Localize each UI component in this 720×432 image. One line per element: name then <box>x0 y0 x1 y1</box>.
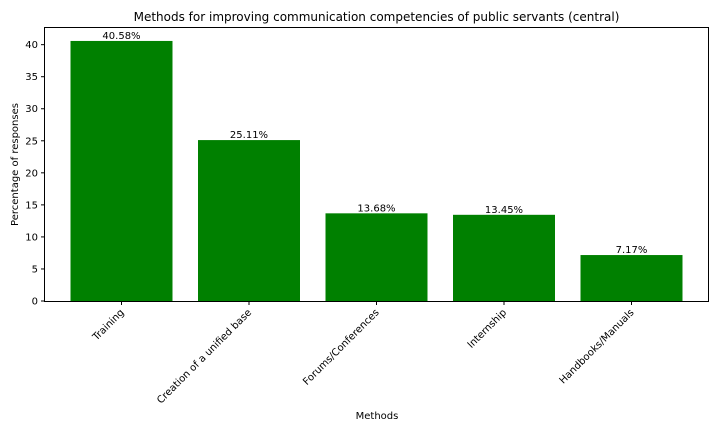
bar <box>580 255 683 301</box>
x-tick-label: Training <box>90 307 126 343</box>
y-tick-label: 40 <box>25 40 38 51</box>
bar <box>453 214 555 301</box>
x-tick-label: Creation of a unified base <box>155 307 254 406</box>
bar <box>70 40 173 302</box>
y-tick-label: 15 <box>25 200 38 211</box>
bar-value-label: 13.45% <box>485 205 523 216</box>
data-labels-group: 40.58% 25.11% 13.68% 13.45% 7.17% <box>102 31 647 256</box>
bar <box>325 213 428 301</box>
x-tick-label: Internship <box>466 307 509 350</box>
x-axis: Training Creation of a unified base Forums… <box>90 301 637 406</box>
bar-value-label: 40.58% <box>102 31 140 42</box>
y-axis-label: Percentage of responses <box>10 103 21 226</box>
y-tick-label: 20 <box>25 168 38 179</box>
y-tick-label: 25 <box>25 136 38 147</box>
y-tick-label: 30 <box>25 104 38 115</box>
y-tick-label: 35 <box>25 72 38 83</box>
bar-value-label: 7.17% <box>616 245 648 256</box>
x-tick-label: Forums/Conferences <box>301 307 381 387</box>
x-tick-label: Handbooks/Manuals <box>558 307 637 386</box>
y-tick-label: 5 <box>32 264 38 275</box>
bars-group <box>70 40 683 302</box>
chart-title: Methods for improving communication comp… <box>134 10 620 24</box>
bar-value-label: 13.68% <box>357 203 395 214</box>
bar <box>198 140 300 301</box>
bar-value-label: 25.11% <box>230 130 268 141</box>
y-tick-label: 10 <box>25 232 38 243</box>
y-tick-label: 0 <box>32 297 38 308</box>
x-axis-label: Methods <box>356 411 399 422</box>
y-axis: 0 5 10 15 20 25 30 35 40 <box>25 40 45 308</box>
